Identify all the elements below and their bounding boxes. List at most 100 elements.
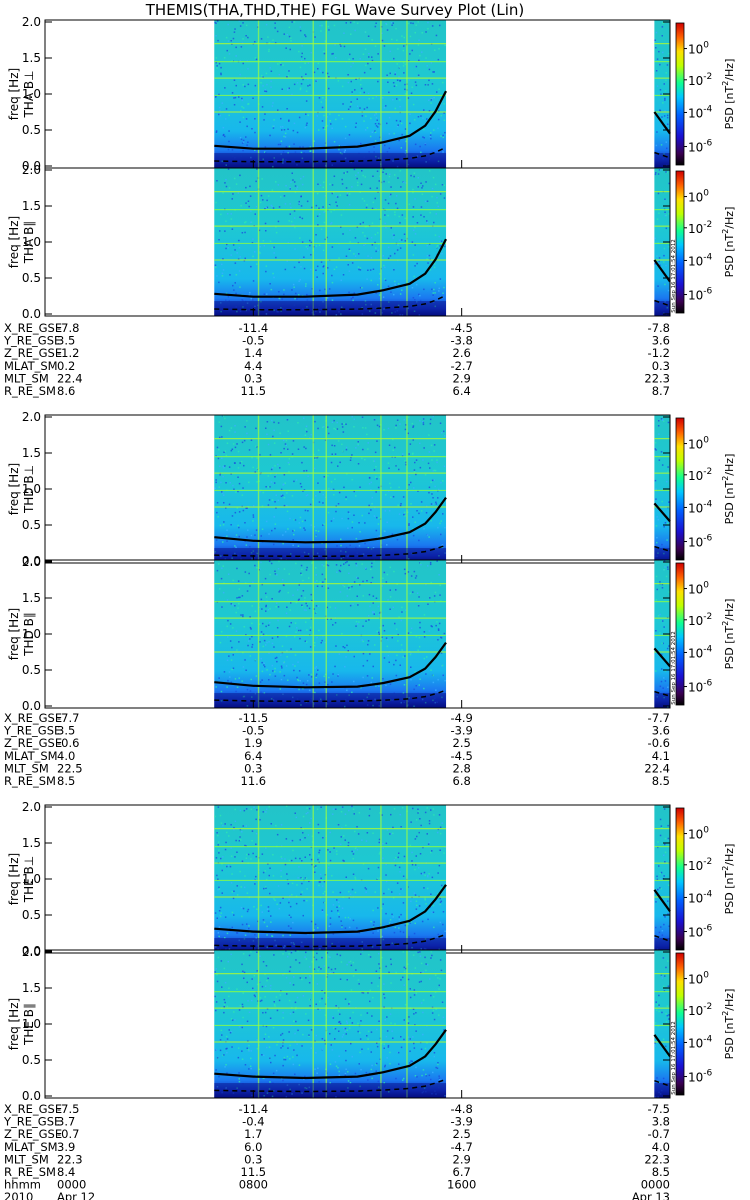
y-tick-label: 0.0	[22, 307, 41, 321]
ephemeris-value: -0.7	[648, 1127, 670, 1141]
ephemeris-value: -11.4	[238, 1102, 268, 1116]
timestamp-stamp: Sun Sep 16 17:01:54 2012	[671, 631, 677, 705]
colorbar-tick-label: 10-6	[688, 1069, 713, 1085]
ephemeris-value: -7.8	[648, 321, 670, 335]
spectrogram-data-block	[654, 805, 670, 953]
freq-axis-label: freq [Hz]	[7, 216, 21, 268]
ephemeris-value: -4.7	[450, 1140, 472, 1154]
y-tick-label: 0.5	[22, 271, 41, 285]
ephemeris-value: -3.9	[450, 1115, 472, 1129]
colorbar-tick-label: 10-6	[688, 679, 713, 695]
spectrogram-data-block	[214, 168, 447, 316]
colorbar	[675, 562, 685, 706]
panel-ylabel: THE B⊥	[22, 856, 36, 903]
spectrogram-panel: 0.0 0.5 1.0 1.5 2.0 THA B∥freq [Hz] 100 10-2 10-…	[7, 163, 736, 321]
spectrogram-fill	[654, 415, 670, 563]
y-tick-label: 0.0	[22, 554, 41, 568]
colorbar-label: PSD [nT2/Hz]	[721, 59, 736, 130]
ephemeris-value: -0.6	[57, 736, 79, 750]
spectrogram-data-block	[214, 805, 447, 953]
freq-axis-label: freq [Hz]	[7, 998, 21, 1050]
ephemeris-value: 2.6	[453, 346, 471, 360]
gyrofrequency-curve	[214, 496, 447, 544]
ephemeris-value: -11.4	[238, 321, 268, 335]
spectrogram-data-block	[214, 560, 447, 708]
ephemeris-value: -4.5	[450, 749, 472, 763]
colorbar	[675, 22, 685, 166]
ephemeris-value: 8.5	[652, 1165, 670, 1179]
ephemeris-value: -0.4	[242, 1115, 264, 1129]
ephemeris-value: -1.2	[57, 346, 79, 360]
y-tick-label: 0.5	[22, 1053, 41, 1067]
colorbar-tick-label: 100	[688, 826, 709, 842]
y-tick-label: 1.5	[22, 981, 41, 995]
spectrogram-panel: 0.0 0.5 1.0 1.5 2.0 THD B∥freq [Hz] 100 10-2 10-…	[7, 555, 736, 713]
ephemeris-value: 3.5	[57, 334, 75, 348]
gyrofrequency-curve	[214, 884, 447, 935]
ephemeris-label: Z_RE_GSE	[4, 736, 62, 750]
y-tick-label: 0.0	[22, 1089, 41, 1103]
low-freq-band	[214, 153, 447, 168]
ephemeris-label: MLT_SM	[4, 1152, 49, 1166]
ephemeris-value: 2.5	[453, 1127, 471, 1141]
y-tick-label: 0.0	[22, 159, 41, 173]
ephemeris-label: Y_RE_GSE	[3, 1115, 61, 1129]
gyrofrequency-curve	[653, 1034, 671, 1058]
colorbar	[675, 952, 685, 1096]
ephemeris-value: -0.7	[57, 1127, 79, 1141]
y-tick-label: 1.0	[22, 87, 41, 101]
y-tick-label: 0.0	[22, 944, 41, 958]
spectrogram-data-block	[654, 415, 670, 563]
y-tick-label: 1.5	[22, 591, 41, 605]
low-freq-band	[214, 301, 447, 316]
low-freq-band	[654, 693, 670, 708]
ephemeris-value: 1.9	[244, 736, 262, 750]
ephemeris-value: 8.7	[652, 384, 670, 398]
low-freq-band	[654, 938, 670, 953]
spectrogram-panel: 0.0 0.5 1.0 1.5 2.0 THE B∥freq [Hz] 100 10-2 10-…	[7, 945, 736, 1103]
y-tick-label: 0.5	[22, 663, 41, 677]
ephemeris-label: Y_RE_GSE	[3, 334, 61, 348]
panel-ylabel: THD B⊥	[22, 465, 36, 514]
spectrogram-data-block	[214, 20, 447, 168]
spectrogram-data-block	[654, 950, 670, 1098]
colorbar-label: PSD [nT2/Hz]	[721, 207, 736, 278]
colorbar-tick-label: 100	[688, 41, 709, 57]
ephemeris-value: 4.1	[652, 749, 670, 763]
colorbar	[675, 417, 685, 561]
ephemeris-value: 8.5	[57, 774, 75, 788]
ephemeris-label: MLAT_SM	[4, 359, 58, 373]
spectrogram-panel: 0.0 0.5 1.0 1.5 2.0 THA B⊥freq [Hz] 100 10-2 10-…	[7, 15, 736, 173]
half-gyrofrequency-curve	[214, 1078, 447, 1093]
ephemeris-value: -3.8	[450, 334, 472, 348]
ephemeris-value: 2.9	[453, 1152, 471, 1166]
spectrogram-data-block	[654, 560, 670, 708]
y-tick-label: 1.5	[22, 51, 41, 65]
ephemeris-value: 8.6	[57, 384, 75, 398]
colorbar-tick-label: 100	[688, 189, 709, 205]
timestamp-stamp: Sun Sep 16 17:01:54 2012	[671, 1021, 677, 1095]
freq-axis-label: freq [Hz]	[7, 68, 21, 120]
y-tick-label: 1.0	[22, 627, 41, 641]
y-tick-label: 0.5	[22, 518, 41, 532]
low-freq-band	[654, 1083, 670, 1098]
ephemeris-label: Z_RE_GSE	[4, 1127, 62, 1141]
ephemeris-value: -4.8	[450, 1102, 472, 1116]
colorbar-tick-label: 10-4	[688, 499, 713, 515]
ephemeris-value: 11.6	[241, 774, 267, 788]
colorbar-tick-label: 10-6	[688, 924, 713, 940]
freq-axis-label: freq [Hz]	[7, 853, 21, 905]
half-gyrofrequency-curve	[654, 151, 671, 159]
spectrogram-fill	[214, 168, 447, 316]
colorbar-label: PSD [nT2/Hz]	[721, 454, 736, 525]
freq-axis-label: freq [Hz]	[7, 463, 21, 515]
time-axis-value: Apr 12	[57, 1190, 95, 1200]
ephemeris-value: 8.5	[652, 774, 670, 788]
colorbar-label: PSD [nT2/Hz]	[721, 844, 736, 915]
time-axis-value: 0800	[239, 1178, 268, 1192]
ephemeris-value: 22.3	[644, 371, 670, 385]
y-tick-label: 1.0	[22, 872, 41, 886]
